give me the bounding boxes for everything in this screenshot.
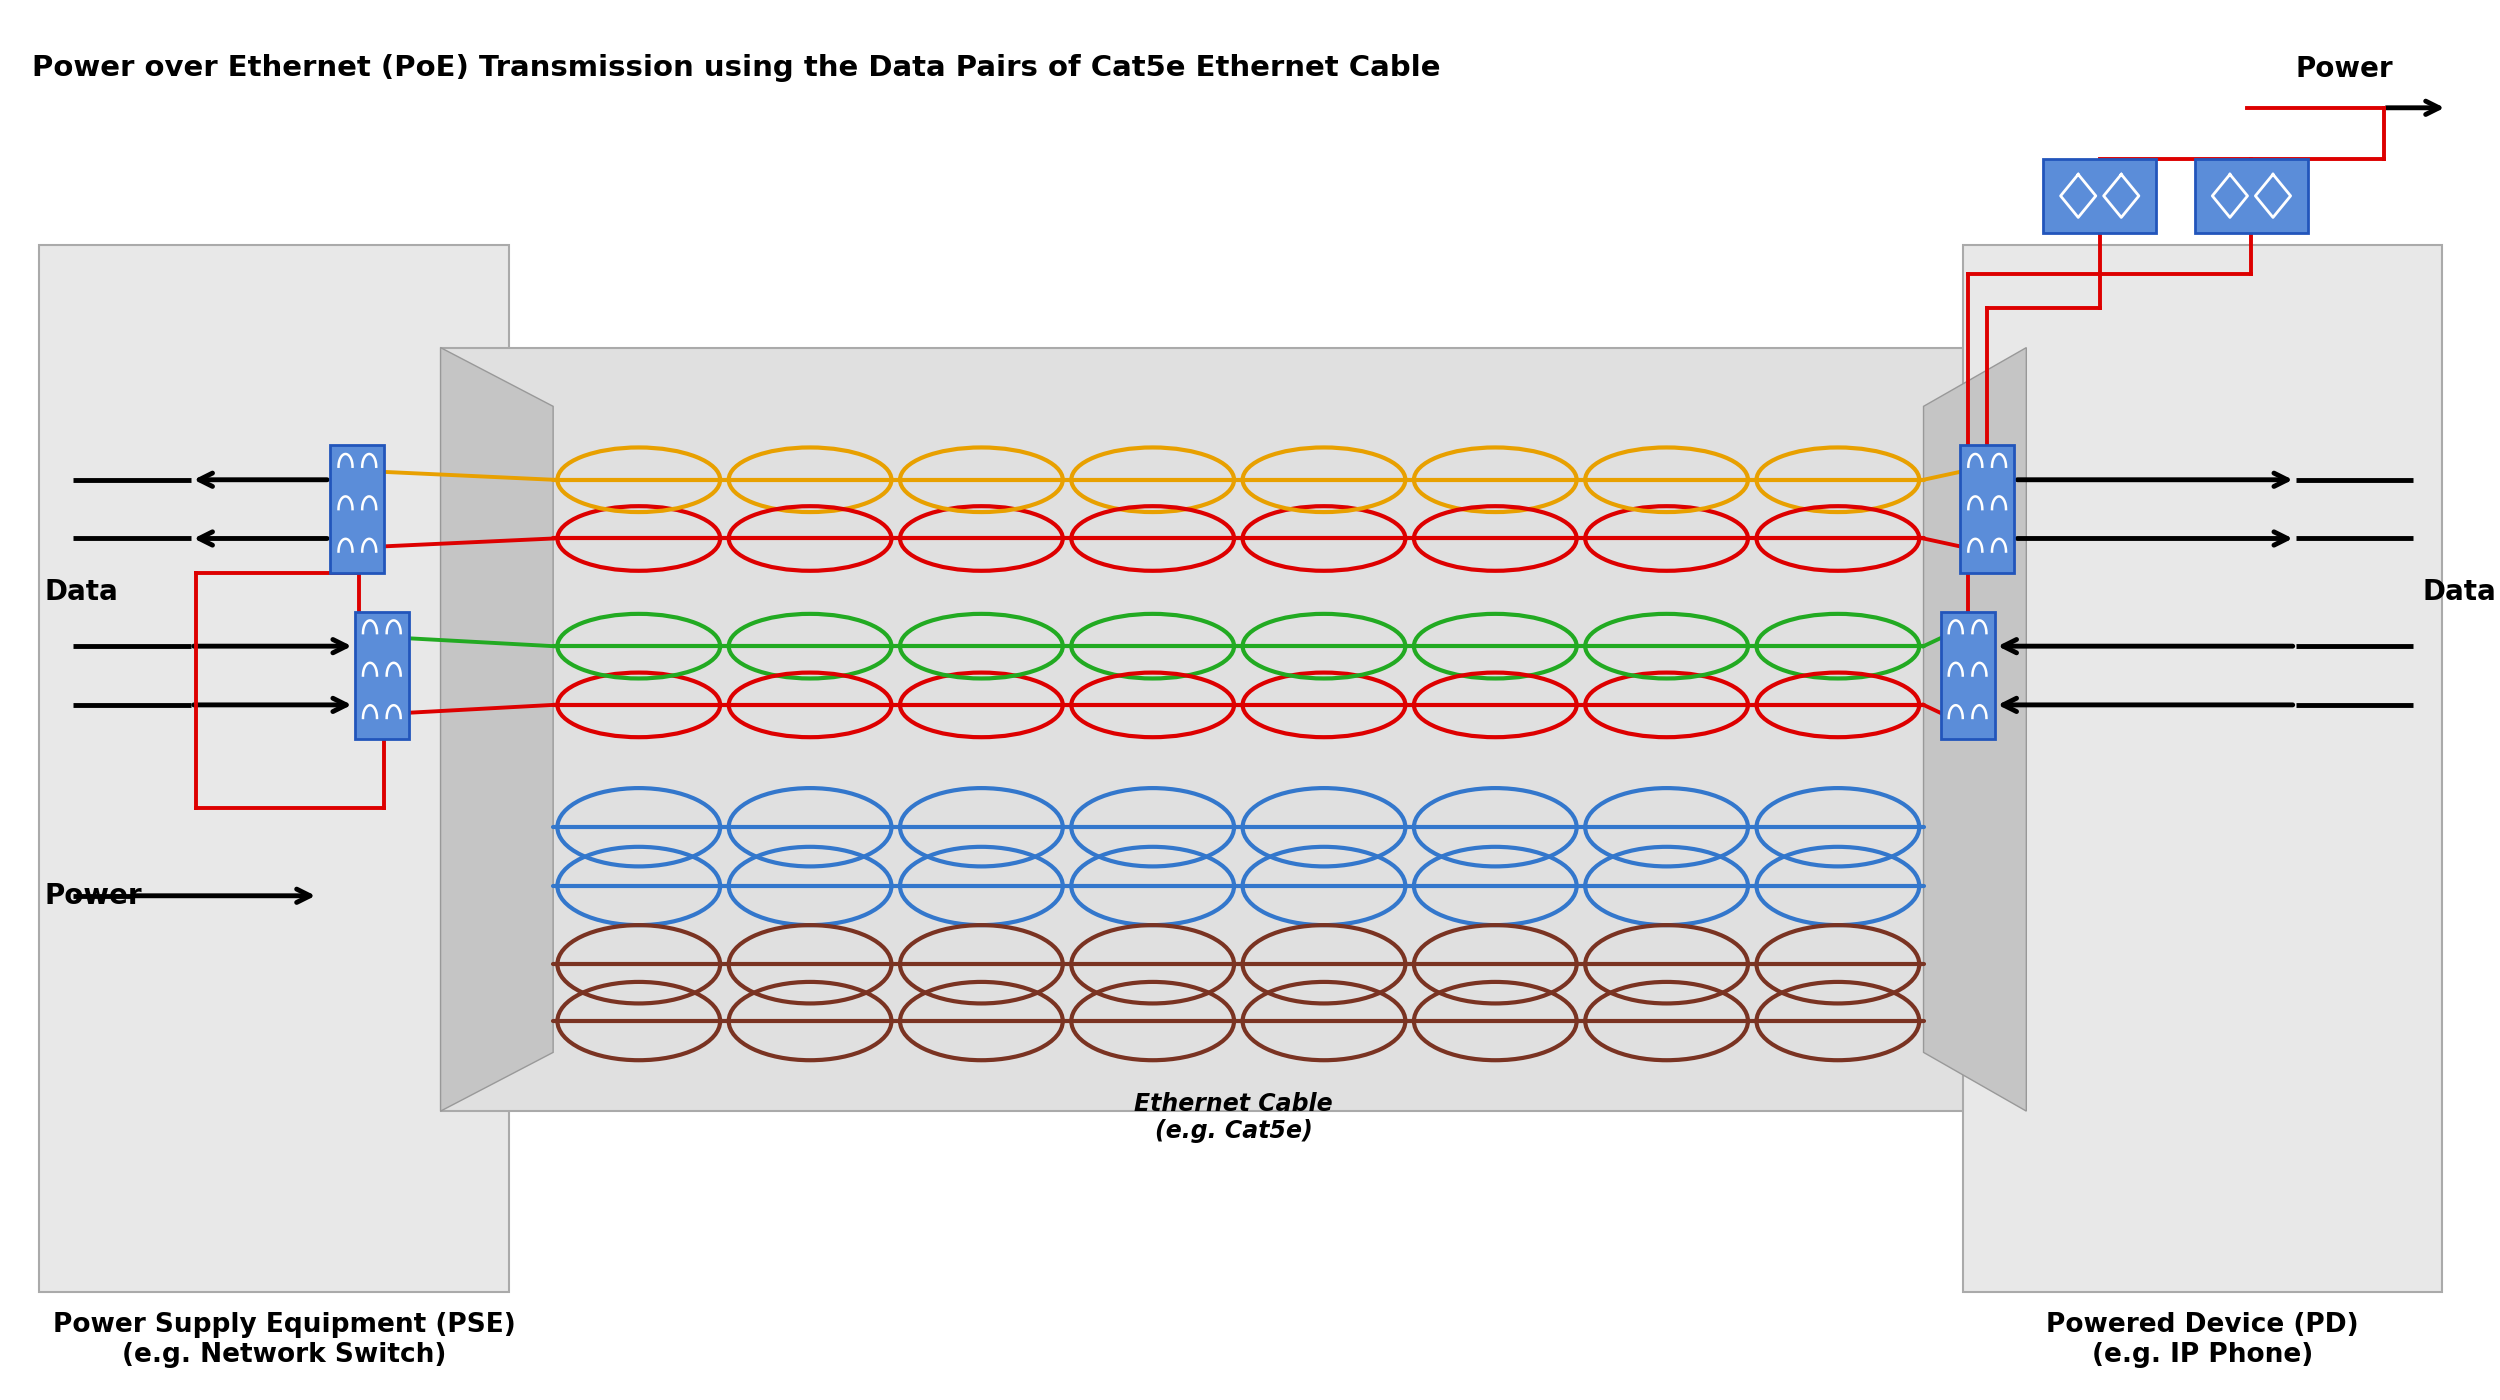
Text: Powered Device (PD)
(e.g. IP Phone): Powered Device (PD) (e.g. IP Phone) xyxy=(2045,1312,2360,1368)
Text: Power: Power xyxy=(45,882,142,910)
Text: Data: Data xyxy=(2422,578,2498,606)
Text: Data: Data xyxy=(45,578,118,606)
Polygon shape xyxy=(440,347,552,1112)
Text: Power Supply Equipment (PSE)
(e.g. Network Switch): Power Supply Equipment (PSE) (e.g. Netwo… xyxy=(52,1312,515,1368)
Polygon shape xyxy=(1922,347,2028,1112)
FancyBboxPatch shape xyxy=(2042,160,2155,232)
FancyBboxPatch shape xyxy=(1960,445,2015,573)
FancyBboxPatch shape xyxy=(1962,245,2442,1292)
FancyBboxPatch shape xyxy=(355,612,410,739)
FancyBboxPatch shape xyxy=(330,445,385,573)
FancyBboxPatch shape xyxy=(40,245,510,1292)
FancyBboxPatch shape xyxy=(1940,612,1995,739)
FancyBboxPatch shape xyxy=(2195,160,2308,232)
Text: Power over Ethernet (PoE) Transmission using the Data Pairs of Cat5e Ethernet Ca: Power over Ethernet (PoE) Transmission u… xyxy=(32,55,1440,83)
FancyBboxPatch shape xyxy=(440,347,2028,1112)
Text: Ethernet Cable
(e.g. Cat5e): Ethernet Cable (e.g. Cat5e) xyxy=(1135,1092,1332,1144)
Text: Power: Power xyxy=(2295,56,2392,84)
